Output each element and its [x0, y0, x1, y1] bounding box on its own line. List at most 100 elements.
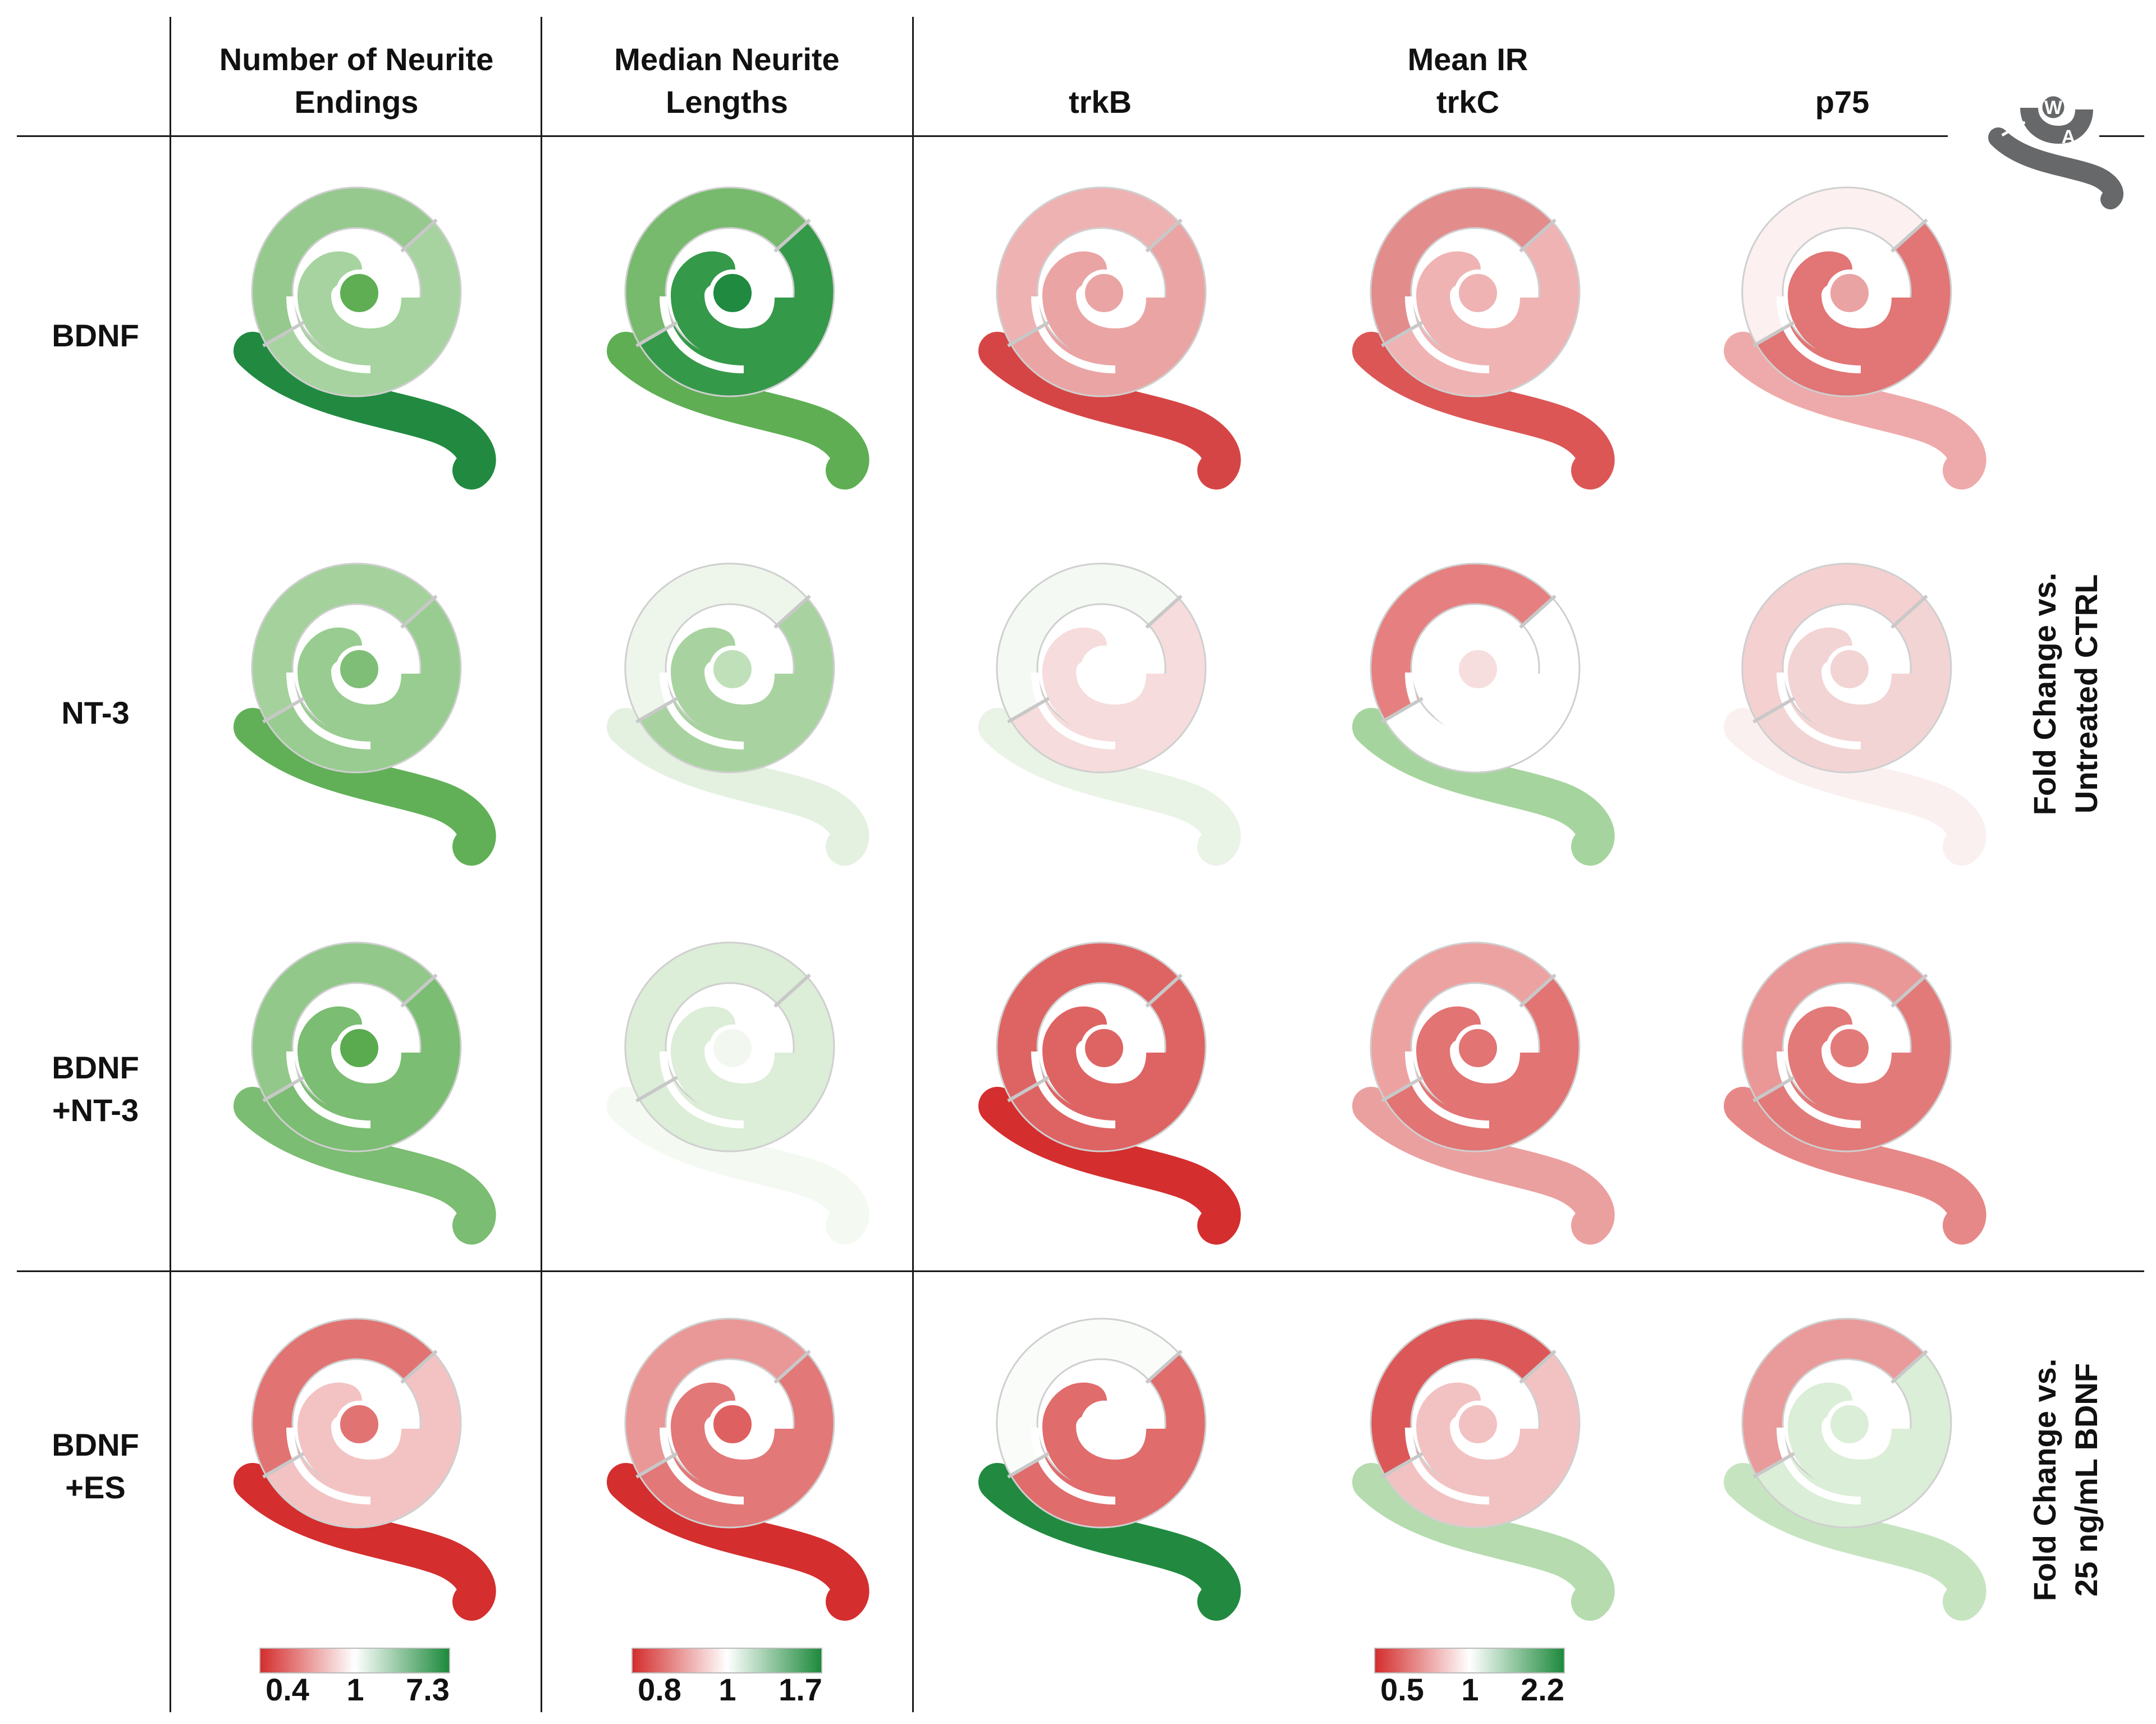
cochlea-apex-whorl: [1454, 646, 1502, 693]
cochlea-basal-segment: [1724, 708, 1986, 866]
column-header-neurite-lengths: Median Neurite Lengths: [614, 42, 840, 120]
cochlea-middle-segment: [996, 941, 1180, 1101]
cochlea-boundary-tick: [1890, 218, 1928, 253]
cochlea-boundary-tick: [1381, 1452, 1423, 1479]
cochlea-middle-segment: [1370, 186, 1554, 346]
inset-cochlea-legend: M WA B: [1988, 45, 2123, 209]
cochlea-middle-segment: [1370, 941, 1554, 1101]
cochlea-nt3-endings: [234, 563, 496, 866]
cochlea-bdnf-es-trkc: [1352, 1318, 1615, 1621]
cochlea-boundary-tick: [1145, 218, 1183, 253]
cochlea-apical-tip: [297, 627, 362, 688]
cochlea-basal-segment: [607, 708, 869, 866]
cochlea-boundary-tick: [1752, 1452, 1795, 1479]
cochlea-boundary-tick: [635, 1076, 678, 1103]
cochlea-boundary-tick: [1752, 1076, 1795, 1103]
cochlea-boundary-tick: [1381, 1076, 1423, 1103]
row-label-nt3: NT-3: [61, 695, 130, 730]
colorbar-tick: 0.5: [1380, 1672, 1424, 1707]
cochlea-separator: [1405, 1051, 1490, 1128]
cochlea-basal-segment: [1724, 332, 1986, 490]
cochlea-apical-hook: [297, 294, 435, 363]
cochlea-apex-whorl: [336, 1025, 383, 1072]
column-header-mean-ir: Mean IR: [1407, 42, 1528, 77]
cochlea-basal-segment: [978, 708, 1241, 866]
cochlea-separator: [286, 296, 371, 373]
cochlea-bdnf-trkb: [978, 186, 1241, 490]
cochlea-separator: [1777, 1051, 1861, 1128]
cochlea-basal-segment: [1724, 1463, 1986, 1621]
colorbar-neurite-endings: [259, 1648, 450, 1673]
cochlea-apex-whorl: [1454, 1025, 1502, 1072]
cochlea-boundary-tick: [1519, 973, 1557, 1008]
cochlea-apical-tip: [1788, 1382, 1852, 1443]
cochlea-middle-segment: [624, 186, 809, 346]
colorbar-tick: 1: [1461, 1672, 1479, 1707]
cochlea-middle-segment: [996, 563, 1180, 722]
cochlea-basal-segment: [607, 1463, 869, 1621]
cochlea-boundary-tick: [1145, 595, 1183, 629]
cochlea-apical-hook: [297, 1425, 435, 1494]
cochlea-boundary-tick: [262, 321, 305, 347]
cochlea-separator: [1031, 672, 1116, 749]
cochlea-middle-segment: [251, 941, 436, 1101]
cochlea-separator: [1777, 296, 1861, 373]
cochlea-boundary-tick: [1890, 973, 1928, 1008]
cochlea-apical-tip: [671, 1006, 735, 1067]
colorbar-mean-ir: [1374, 1648, 1565, 1673]
cochlea-apical-hook: [1416, 1049, 1554, 1118]
colorbar-neurite-lengths: [631, 1648, 822, 1673]
cochlea-separator: [660, 1427, 744, 1505]
cochlea-separator: [1031, 1427, 1116, 1505]
colorbar-tick: 2.2: [1521, 1672, 1564, 1707]
colorbar-tick: 1: [346, 1672, 364, 1707]
cochlea-apical-tip: [1788, 251, 1852, 312]
cochlea-separator: [1405, 672, 1490, 749]
cochlea-bdnf-es-endings: [234, 1318, 496, 1621]
cochlea-middle-segment: [1741, 186, 1926, 346]
cochlea-apex-whorl: [709, 646, 756, 693]
cochlea-apical-tip: [1042, 627, 1107, 688]
cochlea-bdnf-es-p75: [1724, 1318, 1986, 1621]
cochlea-separator: [660, 296, 744, 373]
cochlea-apical-hook: [1788, 1425, 1925, 1494]
cochlea-apex-whorl: [336, 1401, 383, 1448]
column-header-trkb: trkB: [1068, 84, 1132, 120]
cochlea-basal-segment: [1352, 1087, 1615, 1245]
cochlea-boundary-tick: [1007, 697, 1050, 724]
cochlea-basal-segment: [607, 1087, 869, 1245]
cochlea-boundary-tick: [262, 697, 305, 724]
cochlea-apical-tip: [297, 1382, 362, 1443]
cochlea-bdnf-p75: [1724, 186, 1986, 490]
cochlea-apical-hook: [1416, 670, 1554, 739]
column-divider-1: [170, 17, 171, 1712]
cochlea-apical-tip: [671, 627, 735, 688]
cochlea-bdnf-nt3-trkb: [978, 941, 1241, 1245]
cochlea-boundary-tick: [773, 595, 811, 629]
cochlea-apical-hook: [1788, 294, 1925, 363]
cochlea-boundary-tick: [400, 218, 438, 253]
cochlea-apex-whorl: [336, 646, 383, 693]
cochlea-apical-hook: [1416, 1425, 1554, 1494]
header-divider: [17, 135, 1948, 137]
cochlea-middle-segment: [1370, 563, 1554, 722]
cochlea-apex-whorl: [709, 1025, 756, 1072]
cochlea-basal-segment: [607, 332, 869, 490]
cochlea-basal-segment: [978, 1463, 1241, 1621]
cochlea-apical-tip: [1416, 1382, 1481, 1443]
cochlea-apical-hook: [297, 670, 435, 739]
cochlea-middle-segment: [996, 1318, 1180, 1477]
cochlea-basal-segment: [234, 708, 496, 866]
cochlea-apical-tip: [1788, 1006, 1852, 1067]
cochlea-separator: [1405, 1427, 1490, 1505]
row-label-bdnf-es: BDNF +ES: [52, 1427, 139, 1505]
cochlea-apical-hook: [297, 1049, 435, 1118]
inset-label-w: W: [2044, 97, 2063, 118]
inset-apex: [2039, 93, 2067, 121]
column-divider-3: [912, 17, 914, 1712]
cochlea-middle-segment: [996, 186, 1180, 346]
cochlea-apex-whorl: [1081, 1401, 1128, 1448]
cochlea-apical-hook: [671, 1425, 808, 1494]
cochlea-apical-tip: [671, 1382, 735, 1443]
cochlea-bdnf-nt3-lengths: [607, 941, 869, 1245]
